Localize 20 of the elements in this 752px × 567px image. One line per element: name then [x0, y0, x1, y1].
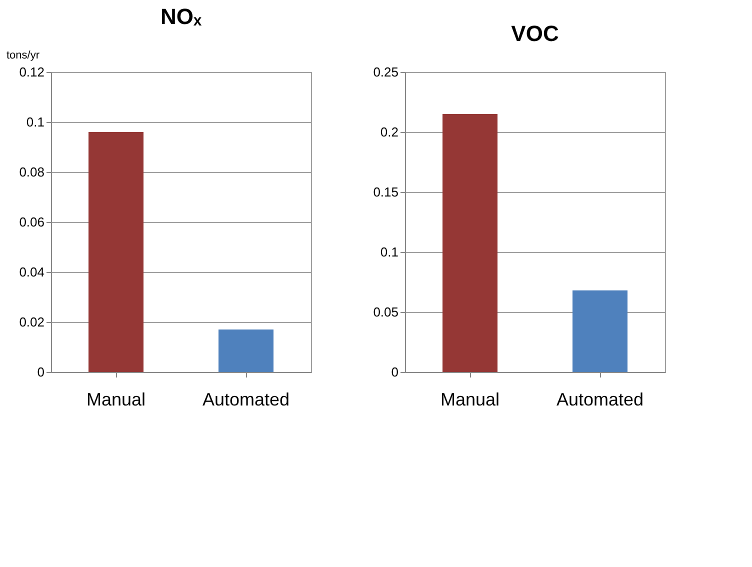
y-tick-label: 0.02	[19, 314, 44, 330]
y-tick-label: 0.1	[380, 244, 398, 260]
y-tick-label: 0.2	[380, 124, 398, 140]
y-axis-title: tons/yr	[6, 50, 40, 62]
y-tick-label: 0.12	[19, 64, 44, 80]
chart-title: VOC	[511, 21, 559, 46]
x-tick-label: Automated	[556, 390, 644, 410]
x-tick-label: Manual	[440, 390, 500, 410]
y-tick-label: 0	[391, 364, 398, 380]
x-tick-label: Manual	[86, 390, 146, 410]
y-tick-label: 0.25	[373, 64, 398, 80]
y-tick-label: 0.04	[19, 264, 44, 280]
y-tick-label: 0.1	[26, 114, 44, 130]
y-tick-label: 0.15	[373, 184, 398, 200]
y-tick-label: 0.06	[19, 214, 44, 230]
x-tick-label: Automated	[202, 390, 290, 410]
y-tick-label: 0.05	[373, 304, 398, 320]
chart-title: NOₓ	[160, 4, 202, 29]
y-tick-label: 0	[37, 364, 44, 380]
y-tick-label: 0.08	[19, 164, 44, 180]
